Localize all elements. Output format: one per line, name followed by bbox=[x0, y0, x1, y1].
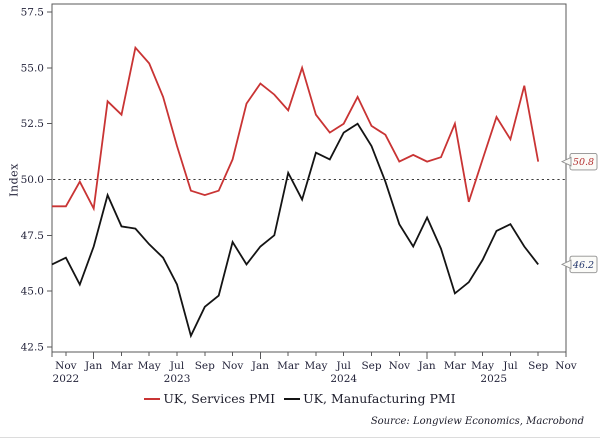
legend-label-services: UK, Services PMI bbox=[163, 391, 276, 406]
y-tick-label: 57.5 bbox=[21, 7, 44, 19]
y-tick-label: 50.0 bbox=[21, 174, 44, 186]
year-label: 2025 bbox=[480, 373, 507, 385]
x-tick-label: Jul bbox=[336, 360, 352, 372]
legend-swatch-manufacturing bbox=[284, 397, 301, 400]
callout-arrow bbox=[560, 259, 572, 270]
x-tick-label: Nov bbox=[555, 360, 577, 372]
x-tick-label: Jul bbox=[502, 360, 518, 372]
series-line-services bbox=[52, 45, 540, 212]
callout-value-services: 50.8 bbox=[573, 157, 594, 168]
x-tick-label: Nov bbox=[389, 360, 411, 372]
x-tick-label: Jul bbox=[169, 360, 185, 372]
plot-border bbox=[51, 3, 567, 353]
legend-label-manufacturing: UK, Manufacturing PMI bbox=[303, 391, 456, 406]
legend-item-services: UK, Services PMI bbox=[144, 391, 275, 406]
legend-item-manufacturing: UK, Manufacturing PMI bbox=[284, 391, 456, 406]
callout-arrow bbox=[560, 156, 572, 167]
x-tick-label: May bbox=[138, 360, 161, 372]
x-tick-label: Mar bbox=[110, 360, 133, 372]
legend: UK, Services PMI UK, Manufacturing PMI bbox=[0, 391, 600, 406]
y-axis-title: Index bbox=[7, 163, 21, 197]
year-label: 2023 bbox=[164, 373, 191, 385]
x-tick-label: May bbox=[304, 360, 327, 372]
x-tick-label: Jan bbox=[417, 360, 435, 372]
source-credit: Source: Longview Economics, Macrobond bbox=[370, 416, 584, 427]
x-tick-label: Jan bbox=[84, 360, 102, 372]
x-tick-label: Jan bbox=[251, 360, 269, 372]
callout-value-manufacturing: 46.2 bbox=[572, 260, 594, 271]
y-tick-label: 52.5 bbox=[21, 118, 44, 130]
x-tick-label: Nov bbox=[55, 360, 77, 372]
y-tick-label: 45.0 bbox=[21, 286, 44, 298]
x-tick-label: Sep bbox=[361, 360, 381, 372]
x-tick-label: May bbox=[471, 360, 494, 372]
y-tick-label: 47.5 bbox=[21, 230, 44, 242]
year-label: 2024 bbox=[330, 373, 357, 385]
y-tick-label: 42.5 bbox=[21, 342, 44, 354]
x-tick-label: Nov bbox=[222, 360, 244, 372]
x-tick-label: Sep bbox=[195, 360, 215, 372]
series-line-manufacturing bbox=[51, 122, 539, 339]
x-tick-label: Sep bbox=[528, 360, 548, 372]
year-label: 2022 bbox=[53, 373, 80, 385]
x-tick-label: Mar bbox=[444, 360, 467, 372]
y-tick-label: 55.0 bbox=[21, 62, 44, 74]
x-tick-label: Mar bbox=[277, 360, 300, 372]
legend-swatch-services bbox=[144, 397, 161, 400]
